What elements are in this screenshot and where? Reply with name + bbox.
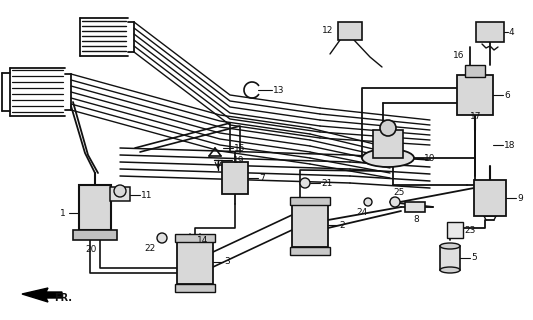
Ellipse shape <box>362 149 414 167</box>
Text: 7: 7 <box>259 173 265 182</box>
Text: 6: 6 <box>504 91 510 100</box>
Text: 4: 4 <box>509 28 515 36</box>
Text: 23: 23 <box>464 226 475 235</box>
Bar <box>290 197 330 205</box>
Circle shape <box>114 185 126 197</box>
Bar <box>405 202 425 212</box>
Text: 3: 3 <box>224 258 230 267</box>
Text: 21: 21 <box>321 179 333 188</box>
Text: 25: 25 <box>393 188 405 196</box>
Text: 14: 14 <box>197 236 208 244</box>
Text: 8: 8 <box>413 214 419 223</box>
Bar <box>177 240 213 284</box>
Bar <box>465 65 485 77</box>
Text: 11: 11 <box>141 190 152 199</box>
Circle shape <box>364 198 372 206</box>
Circle shape <box>390 197 400 207</box>
Bar <box>222 162 248 194</box>
Text: 17: 17 <box>470 111 481 121</box>
Text: 15: 15 <box>234 143 246 153</box>
Text: FR.: FR. <box>54 293 72 303</box>
Text: 1: 1 <box>60 209 66 218</box>
Bar <box>290 247 330 255</box>
Text: 9: 9 <box>517 194 523 203</box>
Circle shape <box>380 120 396 136</box>
Text: 10: 10 <box>424 154 435 163</box>
Text: 20: 20 <box>85 244 96 253</box>
Text: 5: 5 <box>471 253 477 262</box>
Text: 18: 18 <box>504 140 515 149</box>
Bar <box>292 203 328 247</box>
Text: 2: 2 <box>339 220 345 229</box>
Text: 12: 12 <box>322 26 333 35</box>
Bar <box>175 234 215 242</box>
Bar <box>447 222 463 238</box>
Text: 13: 13 <box>273 85 285 94</box>
Bar <box>175 284 215 292</box>
Polygon shape <box>22 288 62 302</box>
Bar <box>73 230 117 240</box>
Bar <box>338 22 362 40</box>
Circle shape <box>300 178 310 188</box>
Bar <box>457 75 493 115</box>
Text: 16: 16 <box>453 51 464 60</box>
Bar <box>440 246 460 270</box>
Circle shape <box>157 233 167 243</box>
Bar <box>476 22 504 42</box>
Text: 19: 19 <box>233 156 245 164</box>
Ellipse shape <box>440 267 460 273</box>
Text: 22: 22 <box>144 244 155 252</box>
Bar <box>79 185 111 230</box>
Bar <box>110 187 130 201</box>
Ellipse shape <box>440 243 460 249</box>
Bar <box>474 180 506 216</box>
Bar <box>373 130 403 158</box>
Text: 24: 24 <box>356 207 367 217</box>
